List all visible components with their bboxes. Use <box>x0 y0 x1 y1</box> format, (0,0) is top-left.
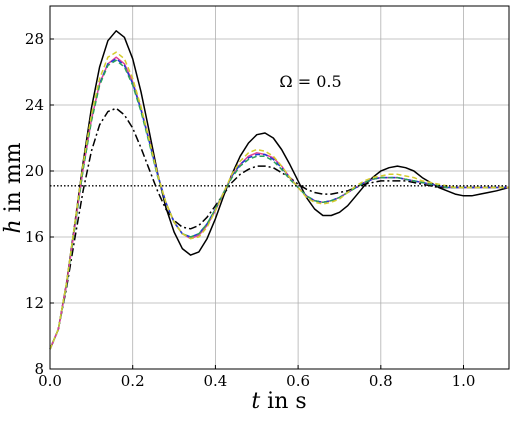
series-line-2 <box>49 107 509 350</box>
plot-frame <box>49 5 510 370</box>
x-tick-label: 0.2 <box>121 372 145 390</box>
x-tick-label: 1.0 <box>452 372 476 390</box>
y-tick-label: 16 <box>25 228 44 246</box>
series-line-4 <box>49 58 509 350</box>
y-axis-label: h in mm <box>1 142 26 233</box>
y-axis-variable: h <box>1 219 26 233</box>
x-axis-variable: t <box>251 389 260 414</box>
y-tick-label: 12 <box>25 294 44 312</box>
series-group <box>49 30 510 350</box>
y-tick-label: 8 <box>34 360 44 378</box>
y-tick-label: 24 <box>25 96 44 114</box>
x-tick-label: 0.8 <box>369 372 393 390</box>
x-axis-unit: in s <box>260 389 306 414</box>
series-line-5 <box>49 59 509 350</box>
y-tick-label: 20 <box>25 162 44 180</box>
y-axis: 8 12 16 20 24 28 <box>25 30 54 378</box>
series-line-3 <box>49 56 509 350</box>
x-axis-label: t in s <box>251 389 306 414</box>
x-tick-label: 0.6 <box>286 372 310 390</box>
x-axis: 0.0 0.2 0.4 0.6 0.8 1.0 <box>38 365 475 390</box>
series-line-6 <box>49 51 509 350</box>
omega-annotation: Ω = 0.5 <box>279 72 341 91</box>
x-tick-label: 0.0 <box>38 372 62 390</box>
y-tick-label: 28 <box>25 30 44 48</box>
x-tick-label: 0.4 <box>203 372 227 390</box>
y-axis-unit: in mm <box>1 142 26 219</box>
